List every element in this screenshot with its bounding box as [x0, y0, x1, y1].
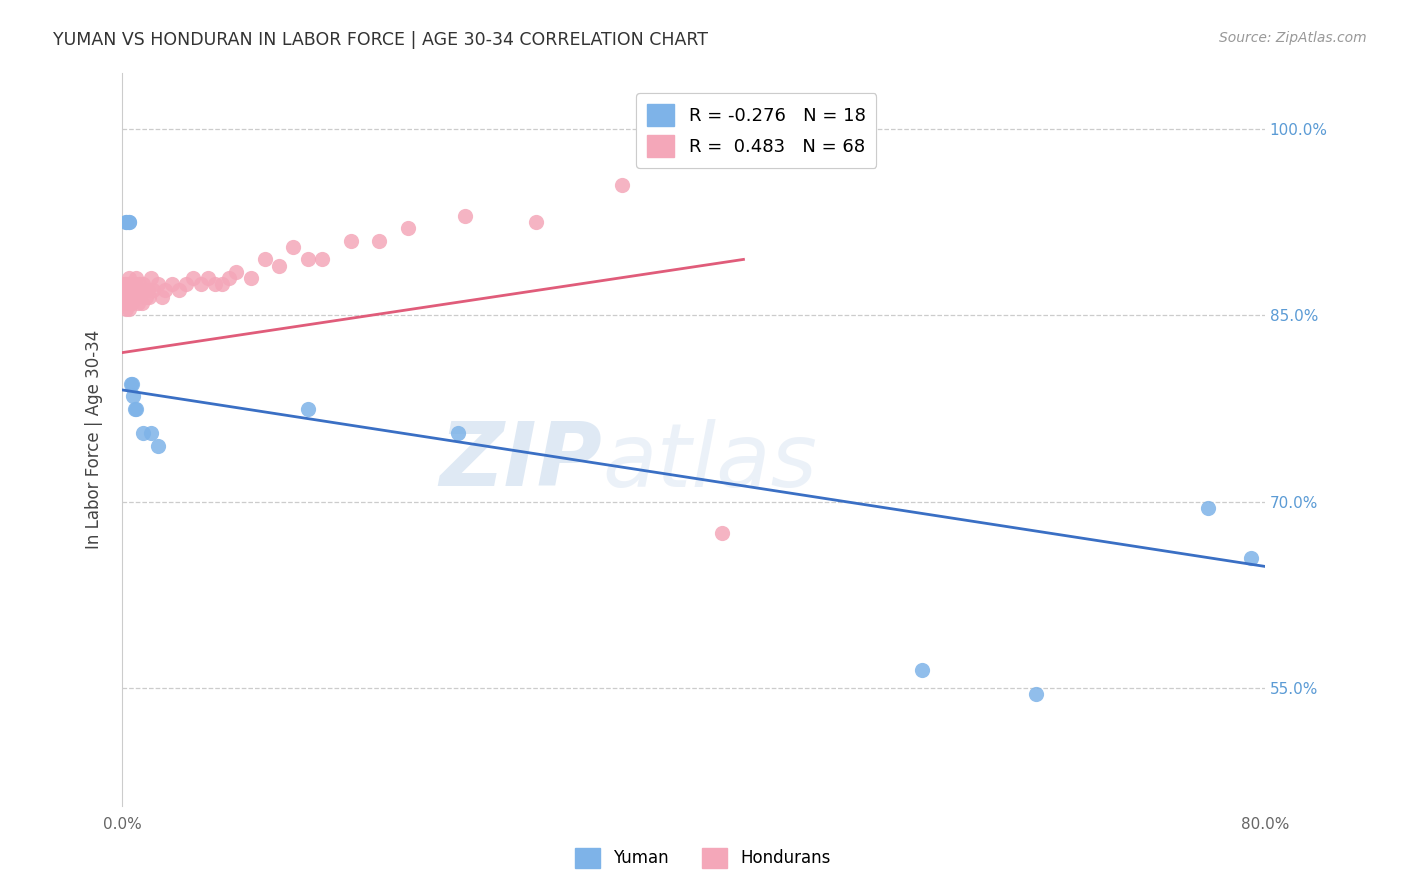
Point — [134, 284, 156, 298]
Point — [132, 426, 155, 441]
Point — [118, 302, 141, 317]
Point — [118, 215, 141, 229]
Point — [117, 290, 139, 304]
Point — [118, 296, 141, 310]
Point — [114, 277, 136, 292]
Point — [204, 277, 226, 292]
Point — [120, 277, 142, 292]
Point — [125, 271, 148, 285]
Point — [115, 215, 138, 229]
Point — [118, 290, 141, 304]
Point — [167, 284, 190, 298]
Point — [122, 290, 145, 304]
Point — [118, 284, 141, 298]
Point — [211, 277, 233, 292]
Point — [128, 277, 150, 292]
Point — [190, 277, 212, 292]
Point — [115, 290, 138, 304]
Point — [117, 277, 139, 292]
Point — [124, 401, 146, 416]
Point — [114, 277, 136, 292]
Point — [114, 290, 136, 304]
Point — [454, 209, 477, 223]
Point — [131, 296, 153, 310]
Point — [115, 215, 138, 229]
Point — [120, 284, 142, 298]
Point — [135, 290, 157, 304]
Point — [115, 296, 138, 310]
Point — [1239, 550, 1261, 565]
Point — [150, 290, 173, 304]
Text: YUMAN VS HONDURAN IN LABOR FORCE | AGE 30-34 CORRELATION CHART: YUMAN VS HONDURAN IN LABOR FORCE | AGE 3… — [53, 31, 709, 49]
Point — [176, 277, 198, 292]
Y-axis label: In Labor Force | Age 30-34: In Labor Force | Age 30-34 — [86, 330, 103, 549]
Point — [146, 277, 169, 292]
Point — [911, 663, 934, 677]
Point — [253, 252, 276, 267]
Point — [146, 439, 169, 453]
Point — [297, 252, 319, 267]
Text: ZIP: ZIP — [439, 418, 602, 505]
Point — [239, 271, 262, 285]
Point — [121, 277, 143, 292]
Point — [297, 401, 319, 416]
Point — [136, 284, 159, 298]
Point — [269, 259, 291, 273]
Point — [160, 277, 183, 292]
Point — [124, 277, 146, 292]
Point — [711, 525, 734, 540]
Point — [283, 240, 305, 254]
Point — [115, 302, 138, 317]
Point — [127, 296, 149, 310]
Point — [139, 426, 162, 441]
Point — [132, 277, 155, 292]
Point — [125, 290, 148, 304]
Point — [118, 277, 141, 292]
Point — [524, 215, 547, 229]
Point — [183, 271, 205, 285]
Text: atlas: atlas — [602, 418, 817, 505]
Point — [610, 178, 633, 192]
Point — [121, 376, 143, 391]
Point — [114, 284, 136, 298]
Point — [115, 284, 138, 298]
Point — [447, 426, 470, 441]
Text: Source: ZipAtlas.com: Source: ZipAtlas.com — [1219, 31, 1367, 45]
Point — [124, 290, 146, 304]
Point — [125, 401, 148, 416]
Point — [120, 290, 142, 304]
Point — [118, 215, 141, 229]
Point — [121, 284, 143, 298]
Point — [120, 296, 142, 310]
Point — [121, 296, 143, 310]
Point — [138, 290, 160, 304]
Point — [153, 284, 176, 298]
Point — [120, 376, 142, 391]
Point — [396, 221, 419, 235]
Point — [225, 265, 247, 279]
Point — [142, 284, 165, 298]
Point — [115, 277, 138, 292]
Point — [117, 284, 139, 298]
Point — [197, 271, 219, 285]
Point — [218, 271, 240, 285]
Point — [129, 284, 152, 298]
Legend: R = -0.276   N = 18, R =  0.483   N = 68: R = -0.276 N = 18, R = 0.483 N = 68 — [637, 93, 876, 168]
Point — [339, 234, 361, 248]
Point — [1197, 500, 1219, 515]
Point — [368, 234, 391, 248]
Point — [1025, 688, 1047, 702]
Point — [122, 277, 145, 292]
Legend: Yuman, Hondurans: Yuman, Hondurans — [568, 841, 838, 875]
Point — [118, 271, 141, 285]
Point — [139, 271, 162, 285]
Point — [311, 252, 333, 267]
Point — [122, 389, 145, 403]
